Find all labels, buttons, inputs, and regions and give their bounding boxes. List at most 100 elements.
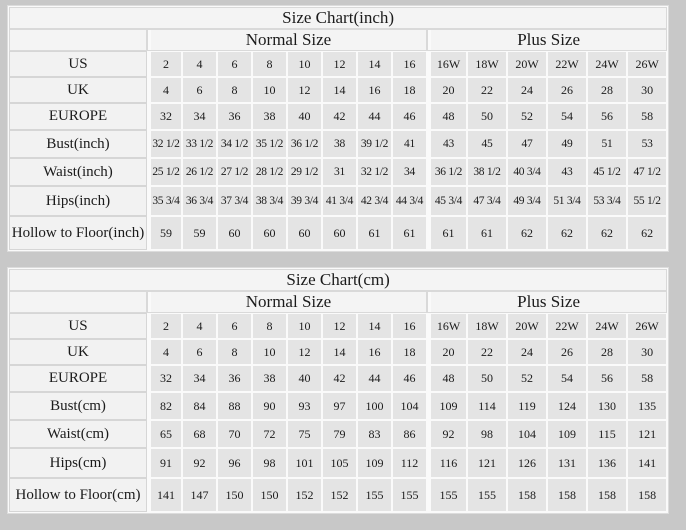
- group-header-row: Normal Size Plus Size: [10, 292, 667, 312]
- size-value-cell: 158: [628, 479, 667, 511]
- size-value-cell: 48: [428, 366, 466, 391]
- size-value-cell: 25 1/2: [148, 159, 181, 185]
- size-value-cell: 38 1/2: [468, 159, 506, 185]
- size-value-cell: 12: [323, 314, 356, 338]
- size-value-cell: 16: [393, 314, 426, 338]
- size-value-cell: 2: [148, 314, 181, 338]
- size-value-cell: 28: [588, 78, 626, 102]
- row-waist: Waist(cm) 65 68 70 72 75 79 83 86 92 98 104 109 115 1…: [10, 421, 667, 447]
- size-value-cell: 42: [323, 104, 356, 129]
- size-value-cell: 86: [393, 421, 426, 447]
- size-value-cell: 41: [393, 131, 426, 157]
- size-value-cell: 130: [588, 393, 626, 419]
- size-value-cell: 42: [323, 366, 356, 391]
- size-value-cell: 34: [183, 104, 216, 129]
- size-value-cell: 24W: [588, 52, 626, 76]
- size-value-cell: 36 1/2: [288, 131, 321, 157]
- size-value-cell: 61: [428, 217, 466, 249]
- size-value-cell: 43: [548, 159, 586, 185]
- size-value-cell: 29 1/2: [288, 159, 321, 185]
- size-value-cell: 18W: [468, 52, 506, 76]
- size-value-cell: 135: [628, 393, 667, 419]
- row-europe: EUROPE 32 34 36 38 40 42 44 46 48 50 52 54 56 58: [10, 104, 667, 129]
- size-value-cell: 49: [548, 131, 586, 157]
- size-value-cell: 38: [323, 131, 356, 157]
- size-value-cell: 59: [183, 217, 216, 249]
- row-uk: UK 4 6 8 10 12 14 16 18 20 22 24 26 28 30: [10, 78, 667, 102]
- size-value-cell: 104: [508, 421, 546, 447]
- size-value-cell: 6: [218, 314, 251, 338]
- row-label: Hollow to Floor(cm): [10, 479, 146, 511]
- size-value-cell: 20: [428, 340, 466, 364]
- size-value-cell: 82: [148, 393, 181, 419]
- size-value-cell: 84: [183, 393, 216, 419]
- size-value-cell: 47 1/2: [628, 159, 667, 185]
- row-label: EUROPE: [10, 104, 146, 129]
- size-value-cell: 27 1/2: [218, 159, 251, 185]
- row-label: Waist(inch): [10, 159, 146, 185]
- size-value-cell: 42 3/4: [358, 187, 391, 215]
- size-value-cell: 46: [393, 104, 426, 129]
- size-value-cell: 20: [428, 78, 466, 102]
- size-value-cell: 16: [393, 52, 426, 76]
- size-value-cell: 97: [323, 393, 356, 419]
- size-value-cell: 14: [358, 52, 391, 76]
- table-title: Size Chart(cm): [10, 270, 667, 290]
- row-label: UK: [10, 340, 146, 364]
- row-label: Waist(cm): [10, 421, 146, 447]
- size-value-cell: 20W: [508, 314, 546, 338]
- size-value-cell: 100: [358, 393, 391, 419]
- row-label: EUROPE: [10, 366, 146, 391]
- size-value-cell: 26 1/2: [183, 159, 216, 185]
- size-value-cell: 60: [253, 217, 286, 249]
- size-value-cell: 8: [253, 314, 286, 338]
- size-value-cell: 101: [288, 449, 321, 477]
- size-value-cell: 60: [288, 217, 321, 249]
- row-bust: Bust(inch) 32 1/2 33 1/2 34 1/2 35 1/2 36 1/…: [10, 131, 667, 157]
- size-value-cell: 12: [288, 78, 321, 102]
- size-value-cell: 24: [508, 340, 546, 364]
- size-value-cell: 32 1/2: [148, 131, 181, 157]
- size-value-cell: 55 1/2: [628, 187, 667, 215]
- size-value-cell: 8: [253, 52, 286, 76]
- size-value-cell: 26: [548, 78, 586, 102]
- size-value-cell: 54: [548, 104, 586, 129]
- size-value-cell: 60: [218, 217, 251, 249]
- size-value-cell: 155: [393, 479, 426, 511]
- size-value-cell: 115: [588, 421, 626, 447]
- size-value-cell: 4: [183, 314, 216, 338]
- size-value-cell: 109: [428, 393, 466, 419]
- size-value-cell: 131: [548, 449, 586, 477]
- size-value-cell: 36: [218, 104, 251, 129]
- size-value-cell: 91: [148, 449, 181, 477]
- size-value-cell: 6: [183, 78, 216, 102]
- size-value-cell: 96: [218, 449, 251, 477]
- size-value-cell: 22: [468, 78, 506, 102]
- size-value-cell: 121: [628, 421, 667, 447]
- size-value-cell: 18W: [468, 314, 506, 338]
- size-value-cell: 38: [253, 104, 286, 129]
- size-value-cell: 26W: [628, 52, 667, 76]
- size-value-cell: 8: [218, 340, 251, 364]
- size-value-cell: 24: [508, 78, 546, 102]
- size-value-cell: 124: [548, 393, 586, 419]
- size-value-cell: 41 3/4: [323, 187, 356, 215]
- size-value-cell: 40: [288, 104, 321, 129]
- size-value-cell: 62: [548, 217, 586, 249]
- group-header-normal-size: Normal Size: [148, 292, 426, 312]
- group-header-normal-size: Normal Size: [148, 30, 426, 50]
- size-value-cell: 46: [393, 366, 426, 391]
- size-value-cell: 10: [288, 314, 321, 338]
- size-value-cell: 88: [218, 393, 251, 419]
- title-row: Size Chart(cm): [10, 270, 667, 290]
- size-value-cell: 51 3/4: [548, 187, 586, 215]
- size-value-cell: 61: [358, 217, 391, 249]
- size-value-cell: 53 3/4: [588, 187, 626, 215]
- size-value-cell: 10: [253, 78, 286, 102]
- size-value-cell: 58: [628, 104, 667, 129]
- size-value-cell: 48: [428, 104, 466, 129]
- row-us: US 2 4 6 8 10 12 14 16 16W 18W 20W 22W 24W 26W: [10, 52, 667, 76]
- size-value-cell: 92: [428, 421, 466, 447]
- size-value-cell: 26: [548, 340, 586, 364]
